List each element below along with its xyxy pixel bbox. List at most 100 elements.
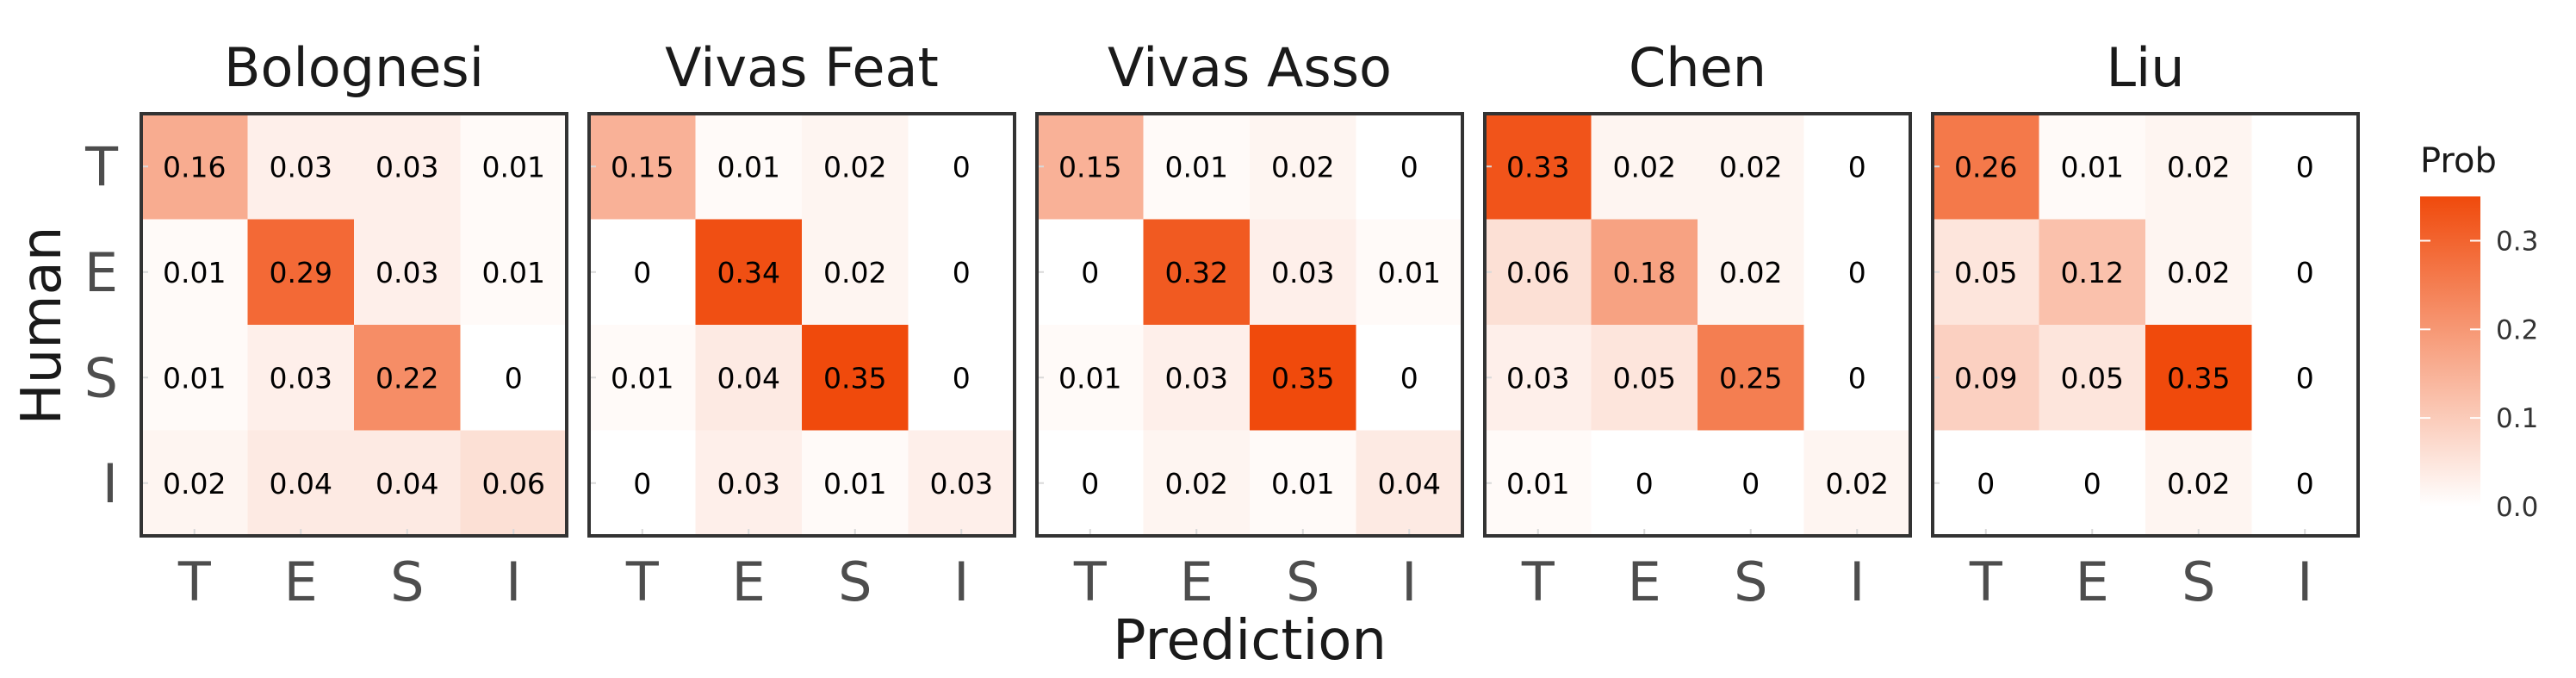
legend-tick-label: 0.3	[2496, 226, 2538, 257]
panel-1: 0.15 0.01 0.02 0 0 0.34 0.02 0 0.01 0.04 0.35 0 0 0.0…	[587, 36, 1016, 613]
heatmap-cell	[2145, 430, 2252, 536]
x-tick-label: T	[1073, 550, 1108, 613]
heatmap-cell	[2145, 325, 2252, 431]
heatmap-cell	[141, 430, 248, 536]
heatmap-cell	[2039, 219, 2145, 325]
heatmap-cell	[695, 219, 802, 325]
cell-label: 0.02	[823, 256, 886, 289]
cell-label: 0.03	[376, 150, 438, 183]
panel-0: 0.16 0.03 0.03 0.01 0.01 0.29 0.03 0.01 0.01 0.03…	[140, 36, 568, 613]
cell-label: 0.04	[1378, 467, 1441, 501]
heatmap-cell	[460, 219, 567, 325]
heatmap-cell	[1037, 219, 1144, 325]
cell-label: 0.35	[2167, 361, 2230, 395]
x-tick-label: E	[1628, 550, 1661, 613]
legend-tick-label: 0.0	[2496, 492, 2538, 523]
cell-label: 0.01	[2061, 150, 2124, 183]
heatmap-cell	[1591, 114, 1698, 220]
cell-label: 0.03	[1165, 361, 1228, 395]
heatmap-cell	[1698, 219, 1804, 325]
cell-label: 0	[505, 361, 523, 395]
cell-label: 0.02	[1613, 150, 1676, 183]
heatmap-cell	[1143, 325, 1250, 431]
cell-label: 0.01	[1165, 150, 1228, 183]
cell-label: 0.18	[1613, 256, 1676, 289]
cell-label: 0.15	[611, 150, 673, 183]
heatmap-cell	[908, 325, 1015, 431]
x-tick-label: T	[177, 550, 212, 613]
heatmap-cell	[1803, 430, 1910, 536]
heatmap-cell	[1250, 430, 1356, 536]
cell-label: 0.01	[1271, 467, 1334, 501]
heatmap-cell	[1250, 219, 1356, 325]
x-tick-label: E	[732, 550, 766, 613]
panel-title: Liu	[2106, 36, 2184, 99]
panel-border	[1483, 112, 1912, 538]
heatmap-cell	[1698, 114, 1804, 220]
heatmap-cell	[354, 430, 461, 536]
cell-label: 0	[1977, 467, 1995, 501]
heatmap-cell	[695, 325, 802, 431]
cell-label: 0.02	[1165, 467, 1228, 501]
cell-label: 0	[1400, 361, 1418, 395]
cell-label: 0	[1081, 256, 1099, 289]
cell-label: 0.01	[717, 150, 780, 183]
heatmap-cell	[2039, 430, 2145, 536]
cell-label: 0.35	[823, 361, 886, 395]
cell-label: 0.03	[1271, 256, 1334, 289]
cell-label: 0	[1400, 150, 1418, 183]
cell-label: 0.26	[1954, 150, 2017, 183]
heatmap-cell	[695, 114, 802, 220]
cell-label: 0.03	[376, 256, 438, 289]
heatmap-cell	[1803, 325, 1910, 431]
cell-label: 0	[2296, 361, 2314, 395]
heatmap-cell	[589, 430, 696, 536]
cell-label: 0	[1741, 467, 1760, 501]
heatmap-cell	[1037, 325, 1144, 431]
cell-label: 0.35	[1271, 361, 1334, 395]
cell-label: 0	[633, 256, 651, 289]
heatmap-cell	[1356, 114, 1462, 220]
x-tick-label: S	[390, 550, 424, 613]
cell-label: 0	[1848, 150, 1866, 183]
cell-label: 0.05	[1613, 361, 1676, 395]
heatmap-cell	[589, 325, 696, 431]
heatmap-cell	[2251, 114, 2358, 220]
panel-border	[587, 112, 1016, 538]
x-tick-label: S	[1286, 550, 1319, 613]
heatmap-cell	[354, 114, 461, 220]
heatmap-cell	[2145, 219, 2252, 325]
legend-color-bar	[2420, 196, 2480, 507]
heatmap-cell	[2145, 114, 2252, 220]
heatmap-cell	[247, 219, 354, 325]
heatmap-cell	[1698, 325, 1804, 431]
cell-label: 0	[1848, 256, 1866, 289]
heatmap-cell	[460, 430, 567, 536]
heatmap-cell	[908, 114, 1015, 220]
cell-label: 0	[953, 150, 971, 183]
legend-tick-label: 0.1	[2496, 403, 2538, 434]
heatmap-cell	[1591, 325, 1698, 431]
cell-label: 0.02	[1719, 150, 1782, 183]
heatmap-cell	[1933, 114, 2039, 220]
cell-label: 0.34	[717, 256, 780, 289]
cell-label: 0	[2083, 467, 2101, 501]
heatmap-cell	[1933, 430, 2039, 536]
cell-label: 0	[1848, 361, 1866, 395]
heatmap-cell	[1250, 114, 1356, 220]
heatmap-cell	[589, 114, 696, 220]
cell-label: 0	[1081, 467, 1099, 501]
heatmap-cell	[2039, 114, 2145, 220]
x-tick-label: I	[2297, 550, 2312, 613]
cell-label: 0.03	[717, 467, 780, 501]
heatmap-cell	[802, 430, 909, 536]
cell-label: 0	[953, 361, 971, 395]
heatmap-cell	[1591, 219, 1698, 325]
cell-label: 0.22	[376, 361, 438, 395]
cell-label: 0.16	[163, 150, 226, 183]
cell-label: 0.06	[1506, 256, 1569, 289]
heatmap-cell	[1485, 430, 1592, 536]
cell-label: 0.25	[1719, 361, 1782, 395]
heatmap-cell	[1803, 219, 1910, 325]
